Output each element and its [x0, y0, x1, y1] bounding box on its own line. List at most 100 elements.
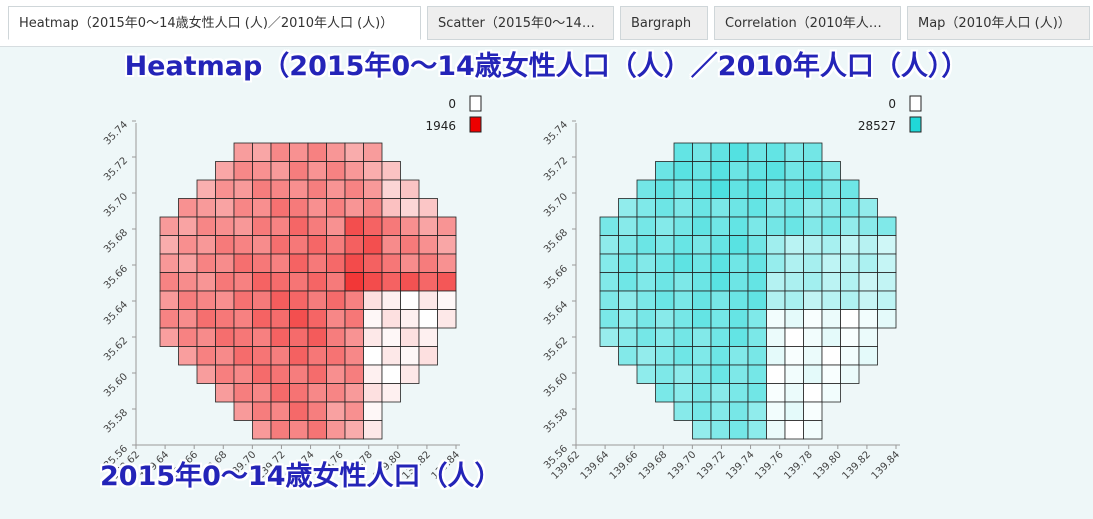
heatmap-cell[interactable]: [418, 346, 438, 366]
heatmap-cell[interactable]: [710, 253, 730, 273]
heatmap-cell[interactable]: [178, 309, 198, 329]
heatmap-cell[interactable]: [307, 290, 327, 310]
heatmap-cell[interactable]: [636, 290, 656, 310]
heatmap-cell[interactable]: [326, 253, 346, 273]
heatmap-cell[interactable]: [363, 216, 383, 236]
heatmap-cell[interactable]: [784, 401, 804, 421]
heatmap-cell[interactable]: [636, 327, 656, 347]
heatmap-cell[interactable]: [729, 309, 749, 329]
heatmap-cell[interactable]: [196, 253, 216, 273]
heatmap-cell[interactable]: [381, 346, 401, 366]
heatmap-cell[interactable]: [252, 346, 272, 366]
heatmap-cell[interactable]: [821, 309, 841, 329]
heatmap-cell[interactable]: [710, 346, 730, 366]
heatmap-cell[interactable]: [673, 216, 693, 236]
heatmap-cell[interactable]: [747, 364, 767, 384]
heatmap-cell[interactable]: [692, 142, 712, 162]
heatmap-cell[interactable]: [270, 327, 290, 347]
heatmap-cell[interactable]: [803, 235, 823, 255]
heatmap-cell[interactable]: [840, 235, 860, 255]
heatmap-cell[interactable]: [307, 198, 327, 218]
heatmap-cell[interactable]: [618, 346, 638, 366]
heatmap-cell[interactable]: [821, 235, 841, 255]
heatmap-cell[interactable]: [307, 383, 327, 403]
heatmap-cell[interactable]: [233, 198, 253, 218]
heatmap-cell[interactable]: [858, 235, 878, 255]
heatmap-cell[interactable]: [270, 142, 290, 162]
heatmap-cell[interactable]: [692, 309, 712, 329]
heatmap-cell[interactable]: [747, 179, 767, 199]
heatmap-cell[interactable]: [673, 179, 693, 199]
heatmap-cell[interactable]: [803, 161, 823, 181]
heatmap-cell[interactable]: [215, 290, 235, 310]
heatmap-cell[interactable]: [307, 161, 327, 181]
heatmap-cell[interactable]: [692, 346, 712, 366]
heatmap-cell[interactable]: [618, 327, 638, 347]
heatmap-cell[interactable]: [673, 235, 693, 255]
heatmap-cell[interactable]: [381, 309, 401, 329]
heatmap-cell[interactable]: [803, 364, 823, 384]
heatmap-cell[interactable]: [252, 364, 272, 384]
heatmap-cell[interactable]: [784, 235, 804, 255]
heatmap-cell[interactable]: [233, 272, 253, 292]
heatmap-cell[interactable]: [618, 198, 638, 218]
heatmap-cell[interactable]: [344, 401, 364, 421]
heatmap-cell[interactable]: [215, 253, 235, 273]
heatmap-cell[interactable]: [692, 179, 712, 199]
heatmap-cell[interactable]: [618, 216, 638, 236]
heatmap-cell[interactable]: [710, 420, 730, 440]
heatmap-cell[interactable]: [784, 383, 804, 403]
heatmap-cell[interactable]: [710, 142, 730, 162]
heatmap-cell[interactable]: [252, 235, 272, 255]
heatmap-cell[interactable]: [178, 272, 198, 292]
heatmap-cell[interactable]: [766, 161, 786, 181]
tab-correlation[interactable]: Correlation（2010年人口 (人)）: [714, 6, 901, 40]
heatmap-cell[interactable]: [326, 364, 346, 384]
heatmap-cell[interactable]: [766, 142, 786, 162]
heatmap-cell[interactable]: [692, 272, 712, 292]
heatmap-cell[interactable]: [270, 198, 290, 218]
heatmap-cell[interactable]: [178, 235, 198, 255]
heatmap-cell[interactable]: [233, 364, 253, 384]
heatmap-cell[interactable]: [196, 216, 216, 236]
heatmap-cell[interactable]: [418, 309, 438, 329]
heatmap-cell[interactable]: [747, 216, 767, 236]
heatmap-cell[interactable]: [821, 272, 841, 292]
heatmap-cell[interactable]: [692, 290, 712, 310]
heatmap-cell[interactable]: [729, 235, 749, 255]
heatmap-cell[interactable]: [178, 216, 198, 236]
heatmap-cell[interactable]: [599, 235, 619, 255]
heatmap-cell[interactable]: [270, 383, 290, 403]
heatmap-cell[interactable]: [636, 253, 656, 273]
heatmap-cell[interactable]: [840, 179, 860, 199]
heatmap-cell[interactable]: [400, 364, 420, 384]
heatmap-cell[interactable]: [326, 420, 346, 440]
heatmap-cell[interactable]: [400, 235, 420, 255]
heatmap-cell[interactable]: [252, 420, 272, 440]
heatmap-cell[interactable]: [877, 290, 897, 310]
heatmap-cell[interactable]: [363, 179, 383, 199]
heatmap-cell[interactable]: [270, 253, 290, 273]
tab-heatmap[interactable]: Heatmap（2015年0～14歳女性人口 (人)／2010年人口 (人)）: [8, 6, 421, 40]
heatmap-cell[interactable]: [840, 364, 860, 384]
heatmap-cell[interactable]: [710, 198, 730, 218]
heatmap-cell[interactable]: [363, 420, 383, 440]
heatmap-cell[interactable]: [159, 235, 179, 255]
heatmap-cell[interactable]: [381, 383, 401, 403]
heatmap-cell[interactable]: [381, 235, 401, 255]
heatmap-cell[interactable]: [618, 272, 638, 292]
heatmap-cell[interactable]: [307, 216, 327, 236]
heatmap-cell[interactable]: [636, 272, 656, 292]
heatmap-cell[interactable]: [307, 401, 327, 421]
heatmap-cell[interactable]: [289, 364, 309, 384]
heatmap-cell[interactable]: [307, 272, 327, 292]
heatmap-cell[interactable]: [747, 161, 767, 181]
heatmap-cell[interactable]: [196, 235, 216, 255]
heatmap-cell[interactable]: [215, 364, 235, 384]
heatmap-cell[interactable]: [840, 346, 860, 366]
heatmap-cell[interactable]: [784, 198, 804, 218]
heatmap-cell[interactable]: [636, 198, 656, 218]
heatmap-cell[interactable]: [599, 290, 619, 310]
heatmap-cell[interactable]: [400, 253, 420, 273]
heatmap-cell[interactable]: [747, 290, 767, 310]
